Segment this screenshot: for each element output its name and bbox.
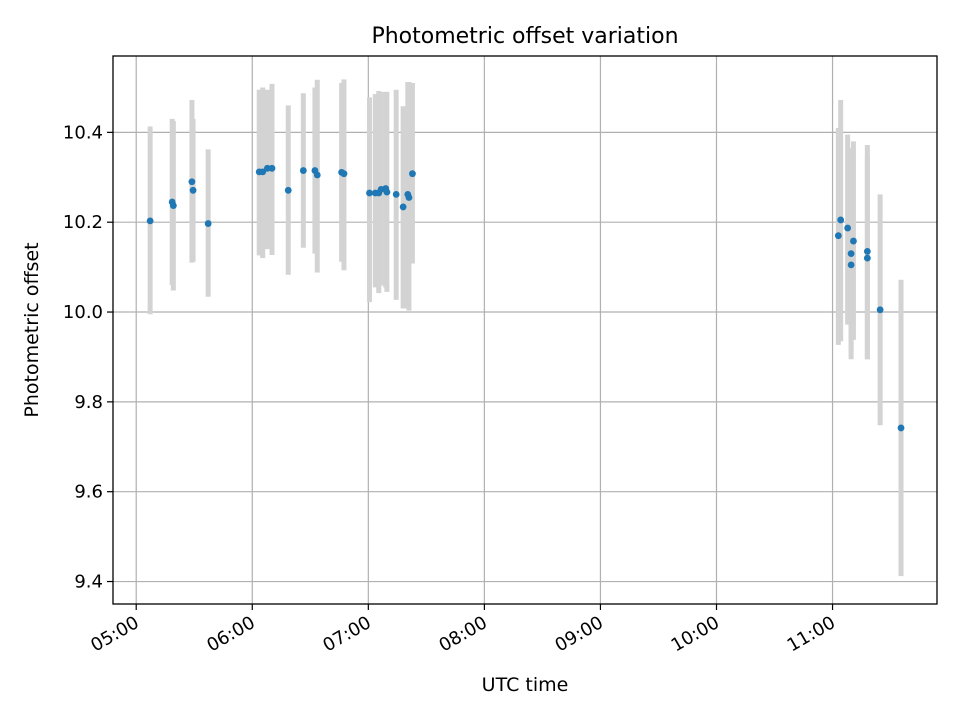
data-point [146, 217, 154, 225]
data-point [850, 237, 857, 245]
plot-frame [112, 55, 938, 605]
data-point [392, 190, 400, 198]
data-point [876, 306, 884, 314]
data-point [409, 170, 416, 178]
data-point [204, 220, 212, 227]
data-point [863, 247, 871, 255]
data-point [383, 188, 391, 196]
data-point [405, 194, 413, 201]
data-point [169, 202, 177, 209]
data-point [844, 224, 852, 232]
y-tick-label: 10.2 [63, 212, 103, 233]
y-tick-label: 9.4 [74, 572, 103, 593]
y-axis-label: Photometric offset [21, 242, 43, 417]
data-point [284, 186, 292, 194]
y-tick-label: 9.8 [74, 392, 103, 413]
data-point [313, 171, 321, 179]
data-point [847, 250, 855, 258]
data-point [837, 216, 845, 224]
data-point [863, 254, 871, 262]
data-point [299, 167, 307, 174]
data-point [340, 170, 348, 178]
data-point [259, 168, 267, 176]
data-point [268, 164, 276, 172]
x-axis-label: UTC time [482, 674, 569, 696]
y-tick-label: 10.0 [63, 302, 103, 323]
y-tick-label: 10.4 [63, 122, 103, 143]
data-point [189, 186, 197, 194]
data-point [834, 232, 842, 240]
data-point [366, 189, 373, 197]
data-point [897, 424, 905, 432]
data-point [399, 203, 407, 211]
y-tick-label: 9.6 [74, 482, 103, 503]
data-point [847, 261, 855, 269]
chart-title: Photometric offset variation [371, 24, 678, 49]
data-point [188, 178, 196, 186]
data-points [146, 164, 905, 432]
